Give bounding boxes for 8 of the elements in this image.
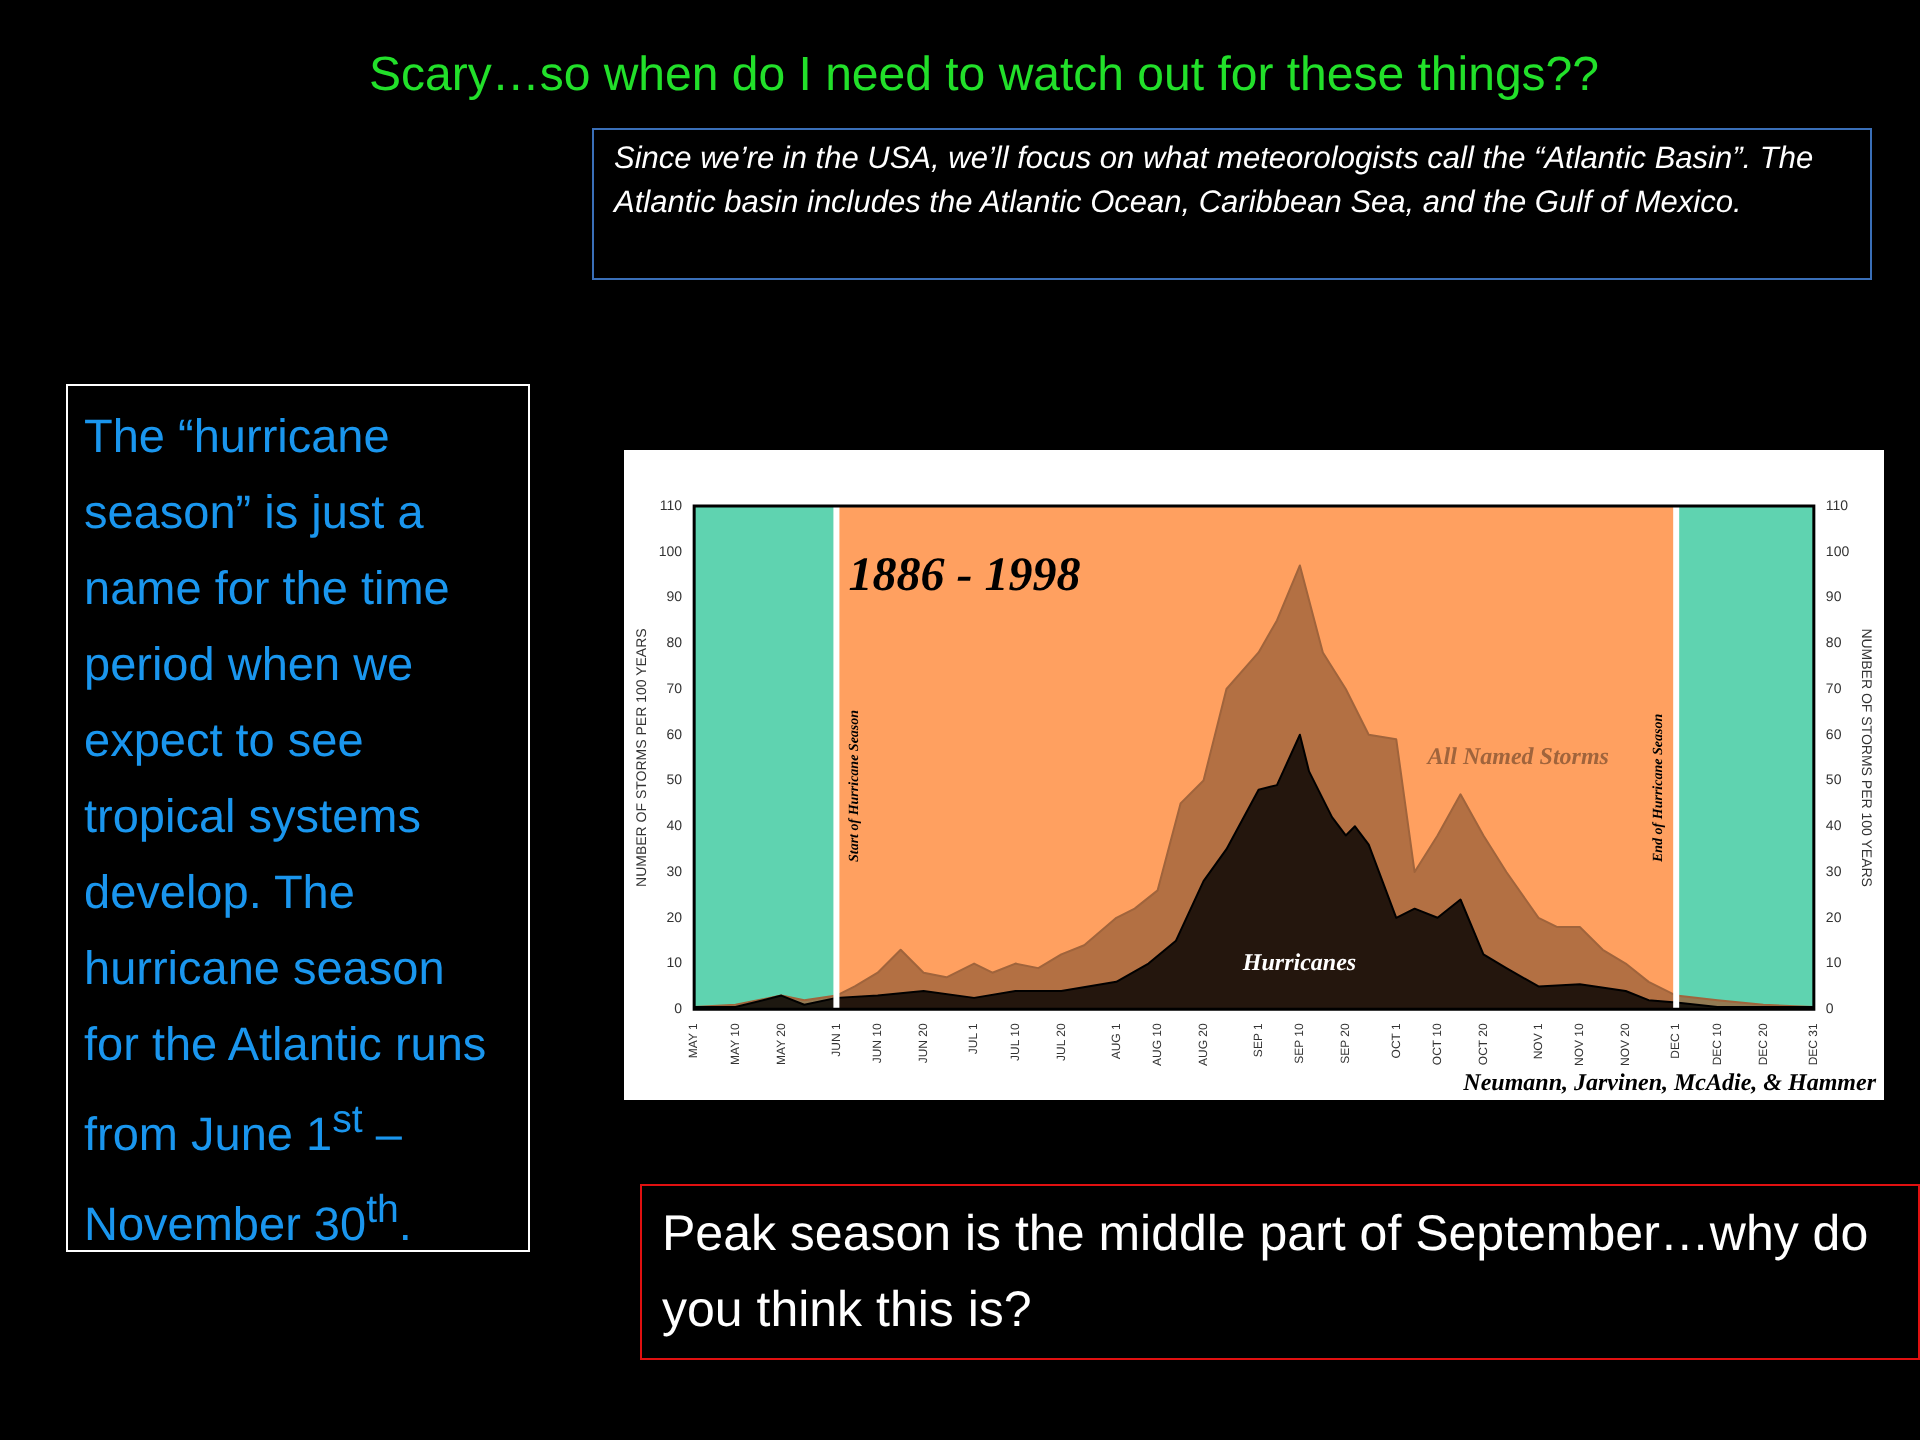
series-label: Hurricanes (1240, 948, 1357, 977)
chart-title: Scary…so when do I need to watch out for these things?? (366, 48, 1602, 104)
annotation: 1886 - 1998 (848, 550, 1081, 603)
text: Neumann, Jarvinen, McAdie, & Hammer (1461, 1068, 1877, 1097)
series-label: All Named Storms (1425, 741, 1610, 770)
text: The “hurricane season” is just a name for the time period when we expect to see tropical systems develop. The hurricane season for the Atlantic runs from June 1$^{st}$ – November 30$^{th}$. (84, 410, 487, 1250)
text: Since we’re in the USA, we’ll focus on what meteorologists call the “Atlantic Basin”. The Atlantic basin includes the Atlantic Ocean, Caribbean Sea, and the Gulf of Mexico. (592, 128, 1872, 280)
text: Peak season is the middle part of September…why do you think this is? (640, 1184, 1920, 1360)
